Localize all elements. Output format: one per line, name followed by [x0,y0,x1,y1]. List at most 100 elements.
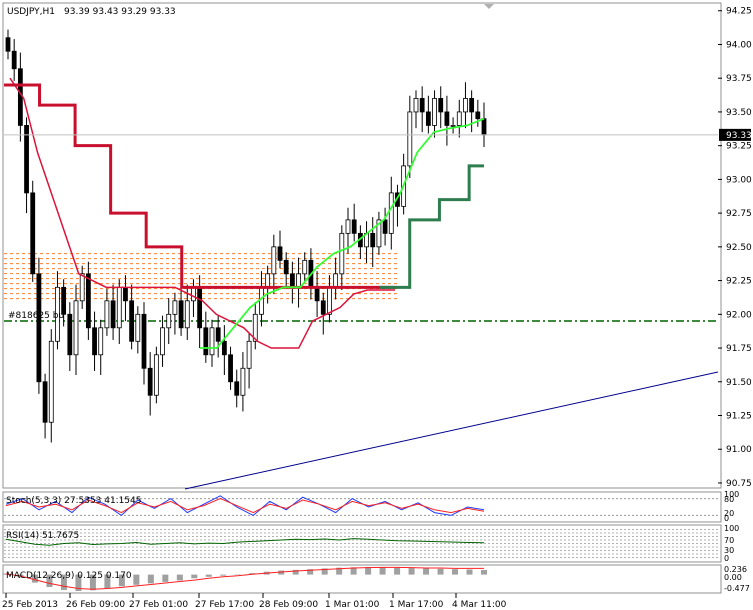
stoch-scale-label: 0 [724,514,729,523]
candle-body [11,50,17,70]
trend-line[interactable] [184,371,719,490]
rsi-line [5,538,485,546]
macd-histogram-bar [394,567,401,575]
candle-body [289,273,295,288]
candle-body [438,98,444,113]
candle-body [475,111,481,120]
macd-scale-label: -0.477 [724,584,750,593]
candle-body [351,219,357,234]
candle-body [61,286,67,315]
stoch-scale-label: 100 [724,490,739,499]
macd-histogram-bar [147,574,154,584]
macd-histogram-bar [46,574,53,588]
candle-body [42,381,48,423]
macd-histogram-bar [60,574,67,590]
candle-body [67,313,73,356]
price-tick-label: 91.50 [726,378,752,388]
candle-body [104,300,110,329]
candle-body [259,286,264,315]
macd-histogram-bar [104,574,111,589]
candle-body [147,367,153,396]
macd-histogram-bar [423,568,430,575]
macd-histogram-bar [321,568,328,575]
macd-panel-frame [2,564,722,594]
macd-histogram-bar [379,567,386,575]
current-price-label: 93.33 [726,131,752,141]
macd-signal-line [5,566,484,590]
candle-body [283,259,289,275]
symbol-label: USDJPY,H1 [7,7,55,17]
price-tick-label: 91.25 [726,411,752,421]
time-tick-label: 1 Mar 01:00 [325,600,380,610]
macd-histogram-bar [31,574,38,583]
red-step-line [4,83,395,289]
candle-body [240,367,246,396]
candle-body [296,273,301,288]
candle-body [184,300,190,329]
candle-body [277,246,283,261]
candle-body [203,327,209,356]
level-label: #818625 bu [8,311,64,321]
candle-body [314,286,320,302]
price-tick-label: 91.00 [726,445,752,455]
candle-body [419,98,425,113]
candle-body [302,259,308,275]
price-tick-label: 91.75 [726,344,752,354]
rsi-scale-label: 70 [724,536,734,545]
macd-histogram-bar [307,569,314,575]
candle-body [444,111,450,126]
candle-body [123,286,128,302]
macd-histogram-bar [350,567,357,575]
candle-body [339,232,345,275]
green-line [200,117,485,349]
candle-body [153,354,159,396]
time-tick-label: 28 Feb 09:00 [259,600,318,610]
price-tick-label: 92.50 [726,243,752,253]
candle-body [425,111,431,126]
candle-body [413,98,419,113]
time-tick-label: 27 Feb 01:00 [129,600,188,610]
candle-body [432,98,437,126]
candle-body [17,68,23,126]
candle-body [129,300,135,342]
candle-body [36,273,42,383]
candle-body [265,273,271,288]
macd-histogram-bar [365,566,372,575]
red-line [9,77,395,349]
macd-histogram-bar [89,574,96,591]
macd-histogram-bar [191,574,198,579]
candle-body [345,219,351,234]
candle-body [234,381,240,396]
price-tick-label: 93.25 [726,142,752,152]
candle-body [215,327,221,342]
macd-scale-label: 0.236 [724,565,747,574]
candle-body [333,273,339,288]
rsi-scale-label: 0 [724,554,729,563]
shift-marker-icon[interactable] [484,4,494,9]
candle-body [481,118,487,136]
candle-body [209,327,215,356]
price-tick-label: 92.75 [726,209,752,219]
candle-body [456,111,462,126]
candle-body [30,192,36,275]
time-tick-label: 25 Feb 2013 [2,600,58,610]
candle-body [327,286,332,315]
candle-body [48,340,54,423]
indicator-lines [4,77,485,349]
candle-body [463,98,468,113]
trendline [184,371,719,490]
candle-body [320,300,326,315]
candle-body [79,273,85,302]
macd-histogram-bar [292,569,299,575]
macd-histogram-bar [452,569,459,575]
candle-body [160,327,165,356]
candle-body [92,327,97,356]
candle-body [110,300,116,329]
candle-body [24,125,29,194]
candle-body [221,340,227,356]
main-panel-frame [2,2,722,489]
macd-histogram-bar [220,574,227,576]
candle-body [172,300,178,315]
dark-green-step-line [380,164,484,289]
